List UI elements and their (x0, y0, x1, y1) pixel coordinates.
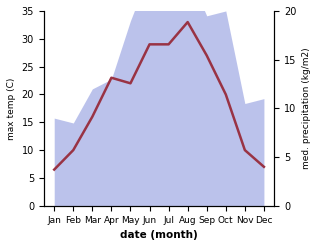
Y-axis label: med. precipitation (kg/m2): med. precipitation (kg/m2) (302, 48, 311, 169)
X-axis label: date (month): date (month) (120, 230, 198, 240)
Y-axis label: max temp (C): max temp (C) (7, 77, 16, 140)
